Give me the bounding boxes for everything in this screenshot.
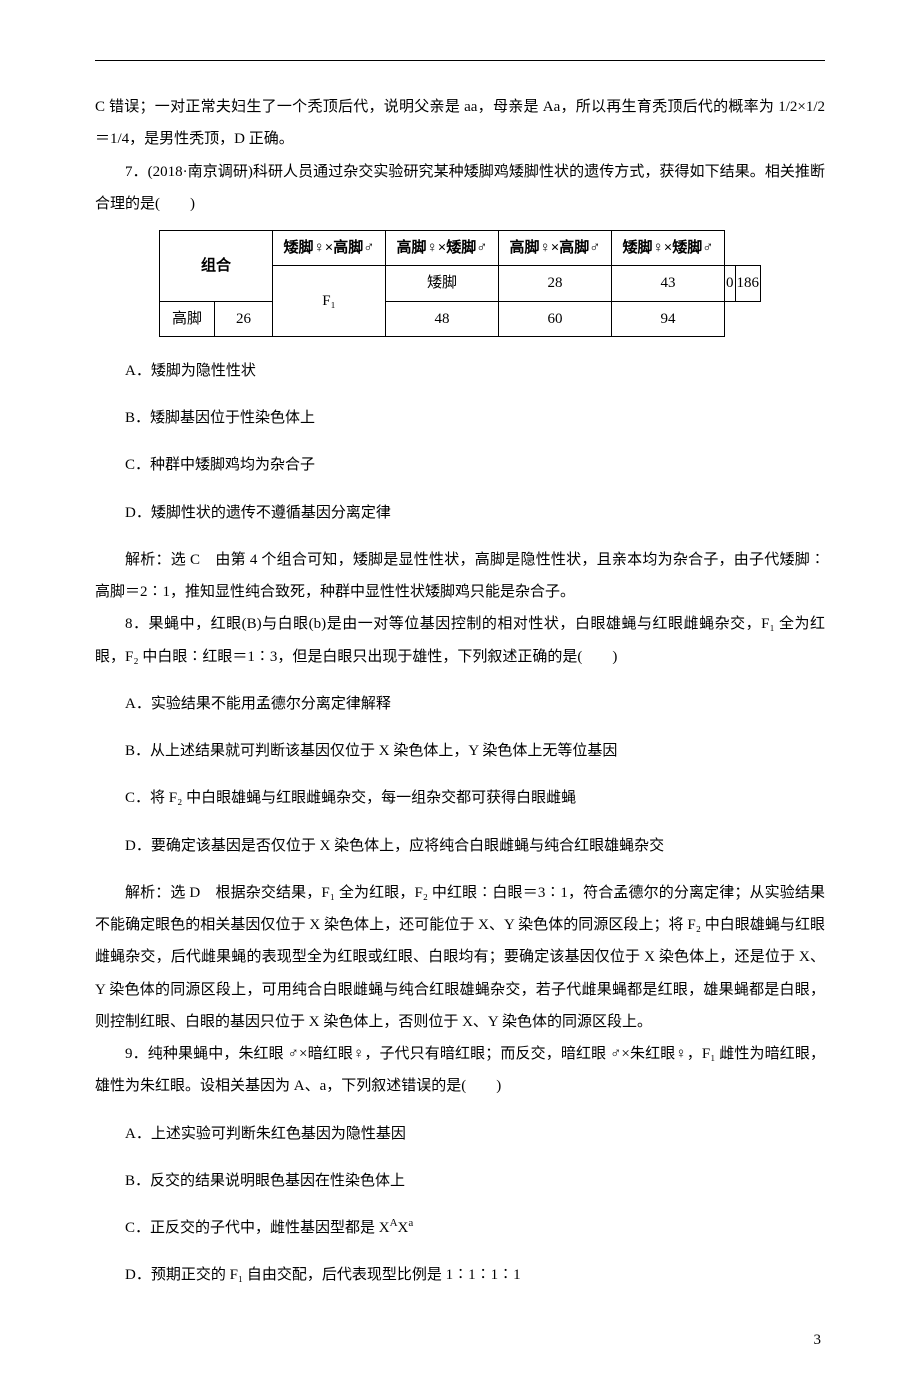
q9-option-c-sup1: A: [390, 1217, 398, 1229]
q9-option-c-sup2: a: [408, 1217, 413, 1229]
q8-stem: 8．果蝇中，红眼(B)与白眼(b)是由一对等位基因控制的相对性状，白眼雄蝇与红眼…: [95, 608, 825, 673]
q9-option-c-mid: X: [398, 1220, 409, 1236]
q7-option-b: B．矮脚基因位于性染色体上: [95, 402, 825, 434]
data-cell: 94: [612, 301, 725, 336]
q7-option-a: A．矮脚为隐性性状: [95, 355, 825, 387]
q9-stem: 9．纯种果蝇中，朱红眼 ♂×暗红眼♀，子代只有暗红眼；而反交，暗红眼 ♂×朱红眼…: [95, 1038, 825, 1103]
document-page: C 错误；一对正常夫妇生了一个秃顶后代，说明父亲是 aa，母亲是 Aa，所以再生…: [0, 0, 920, 1389]
data-cell: 43: [612, 266, 725, 301]
row-label-cell: 矮脚: [386, 266, 499, 301]
table-row: 高脚 26 48 60 94: [160, 301, 761, 336]
data-cell: 60: [499, 301, 612, 336]
f1-label-cell: F₁: [273, 266, 386, 337]
pair-cell: 矮脚♀×高脚♂: [273, 231, 386, 266]
row-label-cell: 高脚: [160, 301, 215, 336]
q7-option-d: D．矮脚性状的遗传不遵循基因分离定律: [95, 497, 825, 529]
data-cell: 28: [499, 266, 612, 301]
q8-option-d: D．要确定该基因是否仅位于 X 染色体上，应将纯合白眼雌蝇与纯合红眼雄蝇杂交: [95, 830, 825, 862]
q8-option-b: B．从上述结果就可判断该基因仅位于 X 染色体上，Y 染色体上无等位基因: [95, 735, 825, 767]
data-cell: 186: [735, 266, 761, 301]
data-cell: 0: [725, 266, 736, 301]
data-cell: 48: [386, 301, 499, 336]
intro-continuation: C 错误；一对正常夫妇生了一个秃顶后代，说明父亲是 aa，母亲是 Aa，所以再生…: [95, 91, 825, 156]
q8-option-a: A．实验结果不能用孟德尔分离定律解释: [95, 688, 825, 720]
data-cell: 26: [215, 301, 273, 336]
top-rule: [95, 60, 825, 61]
q7-explanation: 解析：选 C 由第 4 个组合可知，矮脚是显性性状，高脚是隐性性状，且亲本均为杂…: [95, 544, 825, 609]
q9-option-a: A．上述实验可判断朱红色基因为隐性基因: [95, 1118, 825, 1150]
page-number: 3: [95, 1332, 825, 1349]
table-header-row: 组合 矮脚♀×高脚♂ 高脚♀×矮脚♂ 高脚♀×高脚♂ 矮脚♀×矮脚♂: [160, 231, 761, 266]
q7-stem: 7．(2018·南京调研)科研人员通过杂交实验研究某种矮脚鸡矮脚性状的遗传方式，…: [95, 156, 825, 221]
q9-option-c-pre: C．正反交的子代中，雌性基因型都是 X: [125, 1220, 390, 1236]
group-label-cell: 组合: [160, 231, 273, 302]
pair-cell: 高脚♀×矮脚♂: [386, 231, 499, 266]
pair-cell: 矮脚♀×矮脚♂: [612, 231, 725, 266]
q7-table: 组合 矮脚♀×高脚♂ 高脚♀×矮脚♂ 高脚♀×高脚♂ 矮脚♀×矮脚♂ F₁ 矮脚…: [159, 230, 761, 337]
q9-option-d: D．预期正交的 F₁ 自由交配，后代表现型比例是 1∶1∶1∶1: [95, 1259, 825, 1291]
q9-option-c: C．正反交的子代中，雌性基因型都是 XAXa: [95, 1212, 825, 1244]
q7-option-c: C．种群中矮脚鸡均为杂合子: [95, 449, 825, 481]
q9-option-b: B．反交的结果说明眼色基因在性染色体上: [95, 1165, 825, 1197]
q8-explanation: 解析：选 D 根据杂交结果，F₁ 全为红眼，F₂ 中红眼∶白眼＝3∶1，符合孟德…: [95, 877, 825, 1038]
q8-option-c: C．将 F₂ 中白眼雄蝇与红眼雌蝇杂交，每一组杂交都可获得白眼雌蝇: [95, 782, 825, 814]
pair-cell: 高脚♀×高脚♂: [499, 231, 612, 266]
